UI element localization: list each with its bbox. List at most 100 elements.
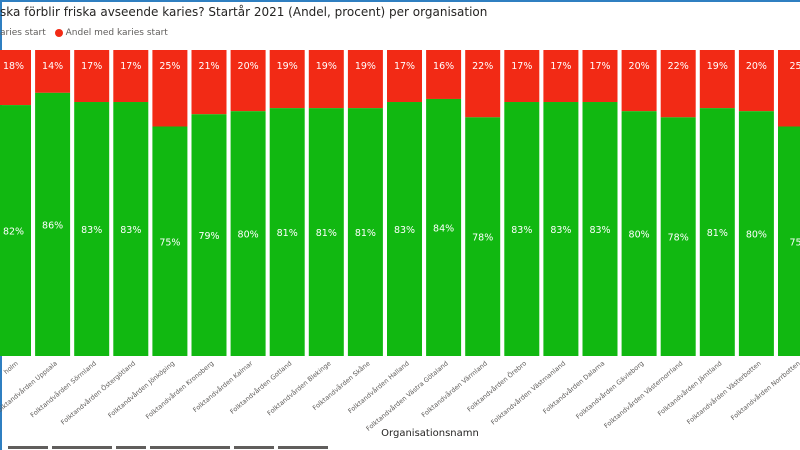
data-label-red-8: 19% (316, 61, 337, 72)
bar-green-5[interactable] (191, 114, 227, 356)
bar-green-6[interactable] (230, 111, 266, 356)
data-label-red-6: 20% (238, 61, 259, 72)
bar-red-14[interactable] (543, 50, 579, 103)
x-tick-label-20: Folktandvården Norrbotten (729, 359, 800, 422)
x-tick-label-18: Folktandvården Jämtland (655, 359, 723, 418)
bar-green-8[interactable] (308, 108, 344, 356)
bar-red-4[interactable] (152, 50, 188, 127)
bar-red-18[interactable] (699, 50, 735, 109)
legend-label-green: aries start (0, 28, 46, 38)
bar-red-2[interactable] (74, 50, 110, 103)
bar-green-12[interactable] (465, 117, 501, 356)
bar-green-2[interactable] (74, 102, 110, 357)
bar-green-14[interactable] (543, 102, 579, 357)
data-label-red-1: 14% (42, 61, 63, 72)
bar-red-9[interactable] (347, 50, 383, 109)
data-label-red-2: 17% (81, 61, 102, 72)
data-label-red-16: 20% (629, 61, 650, 72)
bar-red-17[interactable] (660, 50, 696, 118)
data-label-red-3: 17% (120, 61, 141, 72)
data-label-green-13: 83% (511, 225, 532, 236)
x-tick-label-0: holm (2, 359, 20, 376)
x-tick-label-2: Folktandvården Sörmland (28, 359, 98, 420)
bar-green-9[interactable] (347, 108, 383, 356)
bar-green-15[interactable] (582, 102, 618, 357)
bar-red-10[interactable] (387, 50, 422, 103)
data-label-green-8: 81% (316, 228, 337, 239)
x-tick-label-16: Folktandvården Gävleborg (574, 359, 646, 421)
x-tick-label-19: Folktandvården Västerbotten (685, 359, 763, 427)
data-label-red-12: 22% (472, 61, 493, 72)
bar-green-3[interactable] (113, 102, 149, 357)
data-label-red-17: 22% (668, 61, 689, 72)
data-label-red-0: 18% (3, 61, 24, 72)
bar-red-13[interactable] (504, 50, 540, 103)
chart-title: ska förblir friska avseende karies? Star… (0, 5, 488, 19)
x-tick-label-14: Folktandvården Västmanland (489, 359, 567, 427)
data-label-red-11: 16% (433, 61, 454, 72)
bar-red-7[interactable] (269, 50, 305, 109)
x-tick-label-12: Folktandvården Värmland (419, 359, 489, 419)
bar-green-7[interactable] (269, 108, 305, 356)
data-label-red-15: 17% (589, 61, 610, 72)
bar-green-20[interactable] (778, 126, 800, 357)
legend-item-red[interactable]: Andel med karies start (54, 25, 168, 41)
bar-red-3[interactable] (113, 50, 149, 103)
bar-red-8[interactable] (308, 50, 344, 109)
x-tick-label-15: Folktandvården Dalarna (541, 359, 607, 416)
legend-swatch-red (54, 28, 63, 37)
data-label-green-20: 75 (789, 237, 800, 248)
data-label-red-7: 19% (277, 61, 298, 72)
bar-red-16[interactable] (621, 50, 657, 112)
bar-green-11[interactable] (426, 98, 462, 357)
frame-top-border (0, 0, 800, 2)
data-label-green-19: 80% (746, 230, 767, 241)
data-label-green-2: 83% (81, 225, 102, 236)
footer-text-cropped (8, 446, 328, 449)
data-label-red-10: 17% (394, 61, 415, 72)
bar-red-0[interactable] (0, 50, 31, 106)
bar-green-16[interactable] (621, 111, 657, 356)
x-tick-label-8: Folktandvården Blekinge (265, 359, 333, 418)
bar-red-20[interactable] (778, 50, 800, 127)
bar-green-18[interactable] (699, 108, 735, 356)
x-tick-label-7: Folktandvården Gotland (228, 359, 294, 416)
bar-green-10[interactable] (387, 102, 422, 357)
x-tick-label-11: Folktandvården Västra Götaland (364, 359, 450, 433)
data-label-red-20: 25 (789, 61, 800, 72)
data-label-red-4: 25% (159, 61, 180, 72)
bar-red-6[interactable] (230, 50, 266, 112)
x-tick-label-5: Folktandvården Kronoberg (143, 359, 215, 421)
bar-green-1[interactable] (35, 92, 71, 356)
data-label-red-19: 20% (746, 61, 767, 72)
data-label-green-3: 83% (120, 225, 141, 236)
data-label-green-17: 78% (668, 233, 689, 244)
data-label-red-14: 17% (550, 61, 571, 72)
x-tick-label-4: Folktandvården Jönköping (106, 359, 176, 420)
data-label-green-10: 83% (394, 225, 415, 236)
legend-item-green[interactable]: aries start (0, 25, 46, 41)
data-label-green-1: 86% (42, 220, 63, 231)
bar-red-5[interactable] (191, 50, 227, 115)
data-label-green-7: 81% (277, 228, 298, 239)
bar-red-19[interactable] (738, 50, 774, 112)
data-label-green-12: 78% (472, 233, 493, 244)
bar-green-4[interactable] (152, 126, 188, 357)
x-tick-label-3: Folktandvården Östergötland (59, 359, 137, 427)
bar-red-12[interactable] (465, 50, 501, 118)
data-label-green-9: 81% (355, 228, 376, 239)
bar-red-15[interactable] (582, 50, 618, 103)
bar-green-17[interactable] (660, 117, 696, 356)
data-label-green-4: 75% (159, 237, 180, 248)
data-label-green-18: 81% (707, 228, 728, 239)
x-axis-title: Organisationsnamn (381, 428, 479, 439)
bar-green-0[interactable] (0, 105, 31, 356)
data-label-green-5: 79% (198, 231, 219, 242)
bar-red-11[interactable] (426, 50, 462, 99)
data-label-red-5: 21% (198, 61, 219, 72)
bar-red-1[interactable] (35, 50, 71, 93)
data-label-red-18: 19% (707, 61, 728, 72)
bar-green-19[interactable] (738, 111, 774, 356)
bar-green-13[interactable] (504, 102, 540, 357)
